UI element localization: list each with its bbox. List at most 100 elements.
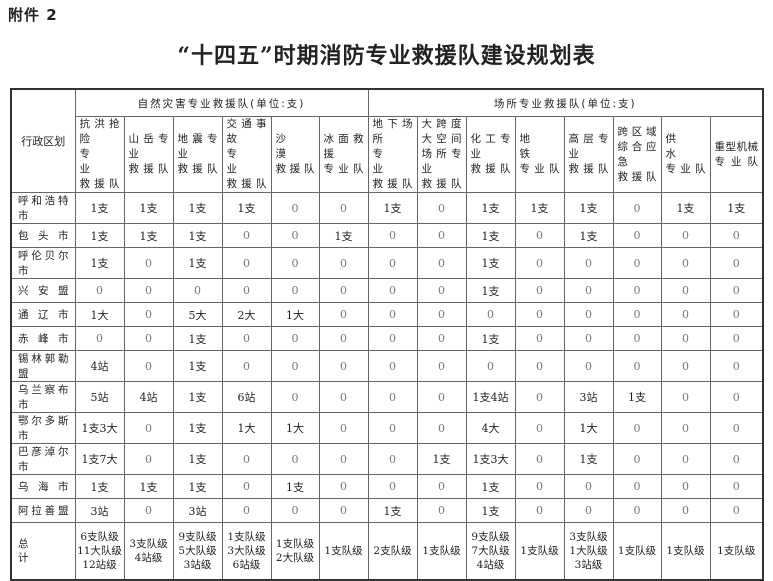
value-cell: 1支 xyxy=(172,350,223,382)
value-cell: 1大 xyxy=(74,302,125,327)
total-cell-line: 1支队级 xyxy=(275,538,315,550)
value-cell: 0 xyxy=(709,350,764,382)
value-cell: 1支 xyxy=(221,192,272,224)
column-header-line: 救 援 队 xyxy=(226,178,267,190)
total-cell-line: 3站级 xyxy=(574,559,603,571)
total-cell-line: 3站级 xyxy=(183,559,212,571)
region-cell: 包 头 市 xyxy=(10,223,76,248)
value-cell: 0 xyxy=(416,474,467,499)
region-cell: 兴 安 盟 xyxy=(10,278,76,303)
value-cell: 0 xyxy=(465,302,516,327)
value-cell: 0 xyxy=(367,381,418,413)
value-cell: 1支 xyxy=(74,474,125,499)
value-cell: 1支3大 xyxy=(74,412,125,444)
column-header-line: 专 业 xyxy=(372,148,405,175)
region-cell: 乌兰察布市 xyxy=(10,381,76,413)
total-cell: 1支队级 3大队级 6站级 xyxy=(221,522,272,581)
column-header-line: 救 援 队 xyxy=(568,163,609,175)
value-cell: 0 xyxy=(318,443,369,475)
value-cell: 0 xyxy=(709,326,764,351)
value-cell: 0 xyxy=(270,247,320,279)
region-cell: 通 辽 市 xyxy=(10,302,76,327)
value-cell: 1支 xyxy=(465,247,516,279)
value-cell: 0 xyxy=(123,443,174,475)
value-cell: 0 xyxy=(172,278,223,303)
value-cell: 1大 xyxy=(270,302,320,327)
total-cell: 1支队级 xyxy=(612,522,662,581)
value-cell: 0 xyxy=(416,350,467,382)
value-cell: 0 xyxy=(221,474,272,499)
column-header: 地 铁专 业 队 xyxy=(514,116,565,193)
value-cell: 0 xyxy=(660,247,711,279)
value-cell: 1支 xyxy=(563,192,614,224)
value-cell: 0 xyxy=(270,443,320,475)
value-cell: 0 xyxy=(367,302,418,327)
value-cell: 0 xyxy=(514,326,565,351)
value-cell: 0 xyxy=(318,247,369,279)
value-cell: 0 xyxy=(318,381,369,413)
value-cell: 6站 xyxy=(221,381,272,413)
value-cell: 0 xyxy=(612,223,662,248)
value-cell: 1支 xyxy=(709,192,764,224)
value-cell: 1支 xyxy=(123,223,174,248)
column-header-line: 救 援 队 xyxy=(177,163,218,175)
value-cell: 0 xyxy=(514,474,565,499)
value-cell: 0 xyxy=(709,247,764,279)
value-cell: 0 xyxy=(709,498,764,523)
value-cell: 0 xyxy=(123,247,174,279)
value-cell: 1支 xyxy=(318,223,369,248)
column-header-line: 专 业 队 xyxy=(519,163,560,175)
value-cell: 0 xyxy=(123,350,174,382)
column-header-line: 交通事故 xyxy=(226,118,267,145)
total-cell-line: 2大队级 xyxy=(275,552,315,564)
value-cell: 0 xyxy=(660,223,711,248)
total-cell-line: 1支队级 xyxy=(520,545,559,557)
value-cell: 0 xyxy=(318,350,369,382)
total-cell: 1支队级 xyxy=(709,522,764,581)
total-cell-line: 11大队级 xyxy=(77,545,122,557)
column-header-line: 化工专业 xyxy=(470,133,511,160)
total-cell: 1支队级 2大队级 xyxy=(270,522,320,581)
table-row: 巴彦淖尔市 1支7大 0 1支 0 0 0 0 1支 1支3大 0 1支 0 0 0 xyxy=(10,443,764,475)
value-cell: 1支 xyxy=(612,381,662,413)
region-cell: 鄂尔多斯市 xyxy=(10,412,76,444)
total-cell-line: 1大队级 xyxy=(569,545,608,557)
column-header-line: 高层专业 xyxy=(568,133,609,160)
value-cell: 1支 xyxy=(74,192,125,224)
column-header: 化工专业救 援 队 xyxy=(465,116,516,193)
value-cell: 0 xyxy=(221,443,272,475)
column-header-line: 专 业 xyxy=(226,148,259,175)
table-row: 通 辽 市 1大 0 5大 2大 1大 0 0 0 0 0 0 0 0 0 xyxy=(10,302,764,327)
value-cell: 0 xyxy=(416,381,467,413)
total-cell: 1支队级 xyxy=(416,522,467,581)
column-header-line: 重型机械 xyxy=(714,140,759,153)
value-cell: 1支 xyxy=(74,247,125,279)
column-header-line: 地 铁 xyxy=(519,133,552,160)
value-cell: 0 xyxy=(709,223,764,248)
value-cell: 0 xyxy=(416,247,467,279)
value-cell: 0 xyxy=(612,474,662,499)
table-row: 锡林郭勒盟 4站 0 1支 0 0 0 0 0 0 0 0 0 0 0 xyxy=(10,350,764,382)
value-cell: 0 xyxy=(74,326,125,351)
value-cell: 1支 xyxy=(465,474,516,499)
value-cell: 0 xyxy=(221,326,272,351)
table-row: 乌 海 市 1支 1支 1支 0 1支 0 0 0 1支 0 0 0 0 0 xyxy=(10,474,764,499)
value-cell: 0 xyxy=(612,350,662,382)
value-cell: 0 xyxy=(367,247,418,279)
value-cell: 0 xyxy=(416,192,467,224)
value-cell: 0 xyxy=(318,302,369,327)
column-header: 跨 区 域综合应急救 援 队 xyxy=(612,116,662,193)
total-cell-line: 3大队级 xyxy=(227,545,266,557)
total-cell: 2支队级 xyxy=(367,522,418,581)
value-cell: 0 xyxy=(563,474,614,499)
value-cell: 0 xyxy=(660,278,711,303)
value-cell: 0 xyxy=(270,381,320,413)
value-cell: 1支3大 xyxy=(465,443,516,475)
total-cell: 6支队级 11大队级 12站级 xyxy=(74,522,125,581)
value-cell: 0 xyxy=(318,498,369,523)
total-cell: 9支队级 5大队级 3站级 xyxy=(172,522,223,581)
value-cell: 1支 xyxy=(123,192,174,224)
value-cell: 1支 xyxy=(172,412,223,444)
total-cell: 1支队级 xyxy=(318,522,369,581)
total-cell-line: 2支队级 xyxy=(373,545,412,557)
